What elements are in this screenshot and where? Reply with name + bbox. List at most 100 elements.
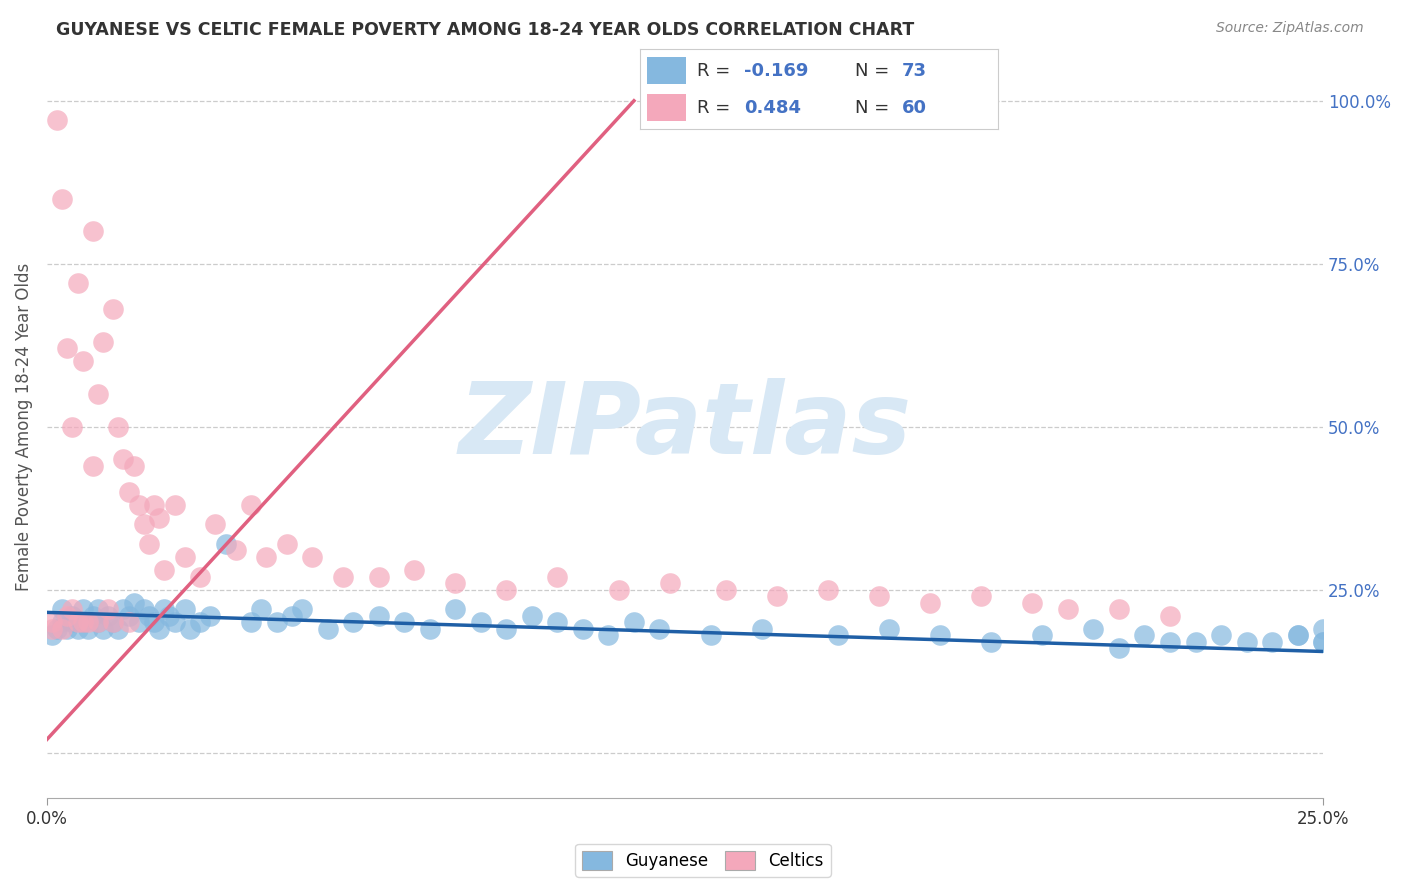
Point — [714, 582, 737, 597]
Point — [72, 615, 94, 629]
Point — [342, 615, 364, 629]
Point — [179, 622, 201, 636]
Point — [281, 608, 304, 623]
Point — [1133, 628, 1156, 642]
Point — [143, 498, 166, 512]
Point — [62, 602, 84, 616]
Text: N =: N = — [855, 62, 894, 79]
Point — [699, 628, 721, 642]
Point — [163, 498, 186, 512]
Text: 60: 60 — [901, 99, 927, 117]
Point — [470, 615, 492, 629]
Point — [367, 569, 389, 583]
Point — [598, 628, 620, 642]
Point — [240, 498, 263, 512]
Point — [658, 576, 681, 591]
Text: -0.169: -0.169 — [744, 62, 808, 79]
Point — [91, 334, 114, 349]
Point — [1057, 602, 1080, 616]
Point — [163, 615, 186, 629]
Point — [1159, 608, 1181, 623]
Point — [76, 622, 98, 636]
Point — [41, 628, 63, 642]
Y-axis label: Female Poverty Among 18-24 Year Olds: Female Poverty Among 18-24 Year Olds — [15, 262, 32, 591]
Point — [1261, 634, 1284, 648]
Point — [444, 602, 467, 616]
Point — [607, 582, 630, 597]
Point — [827, 628, 849, 642]
Point — [51, 615, 73, 629]
Point — [877, 622, 900, 636]
Point — [1312, 634, 1334, 648]
Point — [980, 634, 1002, 648]
Point — [56, 342, 79, 356]
Point — [87, 615, 110, 629]
Point — [51, 622, 73, 636]
Point — [91, 622, 114, 636]
Text: R =: R = — [697, 99, 737, 117]
Point — [970, 589, 993, 603]
Point — [128, 498, 150, 512]
Point — [87, 615, 110, 629]
Point — [132, 517, 155, 532]
Point — [153, 563, 176, 577]
Point — [868, 589, 890, 603]
Point — [132, 602, 155, 616]
Point — [817, 582, 839, 597]
Point — [148, 511, 170, 525]
Point — [122, 458, 145, 473]
Point — [97, 602, 120, 616]
Point — [138, 608, 160, 623]
Point — [266, 615, 288, 629]
Point — [62, 608, 84, 623]
Point — [1236, 634, 1258, 648]
Point — [51, 602, 73, 616]
Point — [1209, 628, 1232, 642]
Bar — [647, 94, 686, 121]
Point — [148, 622, 170, 636]
Point — [72, 354, 94, 368]
Point — [173, 602, 195, 616]
Point — [107, 622, 129, 636]
Point — [394, 615, 416, 629]
Point — [214, 537, 236, 551]
Point — [66, 622, 89, 636]
Point — [250, 602, 273, 616]
Point — [520, 608, 543, 623]
Point — [117, 608, 139, 623]
Point — [766, 589, 789, 603]
Point — [1286, 628, 1309, 642]
Point — [367, 608, 389, 623]
Point — [1108, 641, 1130, 656]
Point — [291, 602, 314, 616]
Point — [929, 628, 952, 642]
Text: Source: ZipAtlas.com: Source: ZipAtlas.com — [1216, 21, 1364, 35]
Text: ZIPatlas: ZIPatlas — [458, 378, 911, 475]
Text: 73: 73 — [901, 62, 927, 79]
Point — [87, 387, 110, 401]
Point — [751, 622, 773, 636]
Point — [122, 596, 145, 610]
Point — [62, 419, 84, 434]
Point — [623, 615, 645, 629]
Point — [1312, 634, 1334, 648]
Point — [1312, 622, 1334, 636]
Point — [444, 576, 467, 591]
Point — [66, 277, 89, 291]
Point — [495, 622, 517, 636]
Point — [51, 192, 73, 206]
Point — [143, 615, 166, 629]
Point — [41, 622, 63, 636]
Point — [112, 602, 135, 616]
Point — [200, 608, 222, 623]
Point — [188, 569, 211, 583]
Bar — [647, 57, 686, 85]
Point — [76, 615, 98, 629]
Point — [404, 563, 426, 577]
Point — [301, 549, 323, 564]
Point — [1083, 622, 1105, 636]
Point — [72, 602, 94, 616]
Point — [128, 615, 150, 629]
Text: N =: N = — [855, 99, 894, 117]
Text: R =: R = — [697, 62, 737, 79]
